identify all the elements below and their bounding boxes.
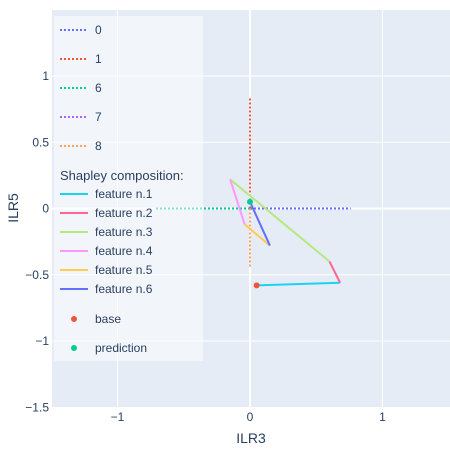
legend-background: [54, 16, 203, 361]
legend-group-title: Shapley composition:: [60, 168, 184, 183]
shapley-segment-3: [229, 178, 331, 263]
y-tick-label: −0.5: [25, 268, 49, 282]
legend-label-8[interactable]: 8: [95, 139, 102, 153]
y-tick-labels: −1.5 −1 −0.5 0 0.5 1: [25, 69, 49, 414]
y-tick-label: −1: [35, 334, 49, 348]
y-tick-label: −1.5: [25, 400, 49, 414]
legend-label-feature-2[interactable]: feature n.2: [95, 206, 153, 220]
points-layer: [247, 198, 260, 289]
legend-label-6[interactable]: 6: [95, 81, 102, 95]
shapley-segment-5: [244, 223, 271, 247]
y-tick-label: 0.5: [32, 135, 49, 149]
legend-label-feature-4[interactable]: feature n.4: [95, 244, 153, 258]
legend-label-7[interactable]: 7: [95, 110, 102, 124]
legend-label-feature-5[interactable]: feature n.5: [95, 263, 153, 277]
base-point: [253, 282, 260, 289]
x-axis-title: ILR3: [236, 430, 266, 446]
shapley-segment-4: [229, 178, 246, 225]
legend-label-base[interactable]: base: [95, 312, 121, 326]
legend-label-0[interactable]: 0: [95, 23, 102, 37]
legend-swatch-base: [71, 316, 77, 322]
shapley-segment-2: [328, 261, 341, 284]
x-tick-label: 0: [247, 410, 254, 424]
shapley-segment-1: [256, 281, 341, 287]
y-tick-label: 1: [42, 69, 49, 83]
legend-label-feature-1[interactable]: feature n.1: [95, 187, 153, 201]
legend[interactable]: 0 1 6 7 8 Shapley composition: feature n.1 feat…: [60, 23, 184, 355]
y-tick-label: 0: [42, 202, 49, 216]
series-layer: [154, 97, 351, 287]
x-tick-labels: −1 0 1: [111, 410, 387, 424]
shapley-segment-6: [249, 201, 271, 247]
legend-label-feature-3[interactable]: feature n.3: [95, 225, 153, 239]
legend-label-prediction[interactable]: prediction: [95, 341, 147, 355]
legend-label-1[interactable]: 1: [95, 52, 102, 66]
x-tick-label: −1: [111, 410, 125, 424]
legend-label-feature-6[interactable]: feature n.6: [95, 282, 153, 296]
y-axis-title: ILR5: [5, 193, 21, 223]
prediction-point: [247, 198, 253, 205]
x-tick-label: 1: [379, 410, 386, 424]
legend-swatch-prediction: [71, 345, 77, 351]
